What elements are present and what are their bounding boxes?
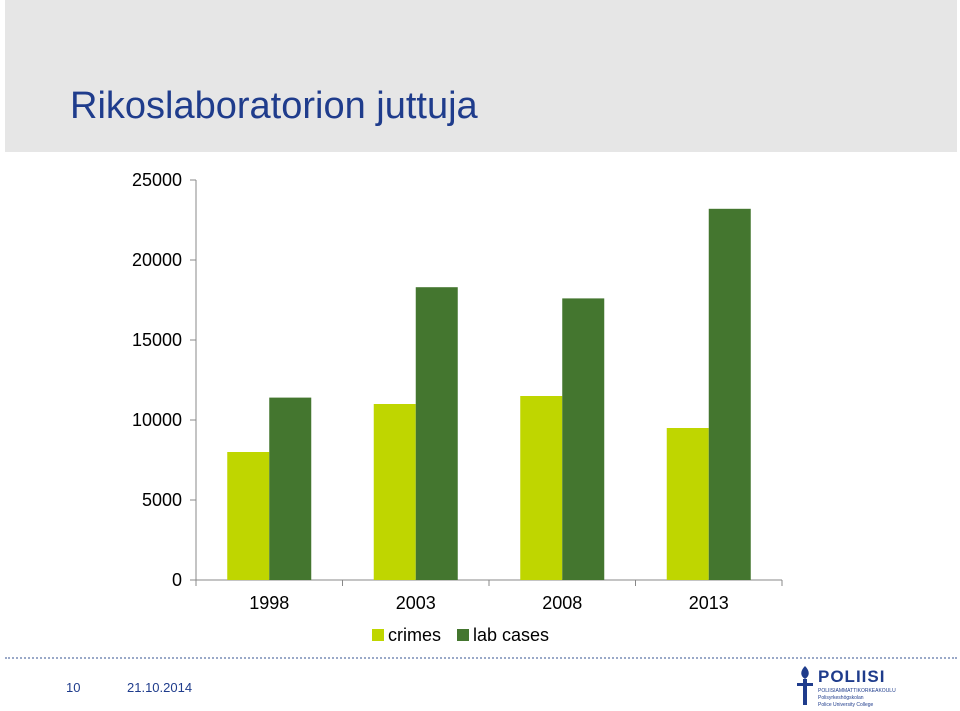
x-tick-label: 1998 xyxy=(249,593,289,613)
y-tick-label: 20000 xyxy=(132,250,182,270)
y-tick-label: 25000 xyxy=(132,170,182,190)
chart-legend: crimes lab cases xyxy=(372,624,565,646)
bar-crimes-1998 xyxy=(227,452,270,580)
bar-crimes-2008 xyxy=(520,396,563,580)
legend-item-lab-cases: lab cases xyxy=(457,625,549,646)
y-tick-label: 0 xyxy=(172,570,182,590)
legend-swatch-crimes xyxy=(372,629,384,641)
logo-line-3: Police University College xyxy=(818,702,874,708)
logo-wordmark: POLIISI xyxy=(818,667,886,686)
bar-lab-cases-2008 xyxy=(562,298,605,580)
title-banner xyxy=(5,0,957,152)
x-tick-label: 2008 xyxy=(542,593,582,613)
footer-divider xyxy=(5,657,957,659)
y-tick-label: 10000 xyxy=(132,410,182,430)
bar-crimes-2003 xyxy=(373,404,416,580)
legend-label-lab-cases: lab cases xyxy=(473,624,550,645)
poliisi-logo: POLIISI POLIISIAMMATTIKORKEAKOULU Polisy… xyxy=(794,665,904,709)
footer-date: 21.10.2014 xyxy=(127,680,193,695)
bar-crimes-2013 xyxy=(666,428,709,580)
legend-label-crimes: crimes xyxy=(388,624,441,645)
bar-lab-cases-2003 xyxy=(415,287,458,580)
logo-line-1: POLIISIAMMATTIKORKEAKOULU xyxy=(818,688,896,694)
x-tick-label: 2003 xyxy=(396,593,436,613)
legend-item-crimes: crimes xyxy=(372,625,441,646)
bar-lab-cases-1998 xyxy=(269,397,312,580)
page-number: 10 xyxy=(66,680,81,695)
bar-lab-cases-2013 xyxy=(708,208,751,581)
torch-emblem-icon xyxy=(797,666,813,705)
slide-title: Rikoslaboratorion juttuja xyxy=(70,85,478,127)
y-tick-label: 5000 xyxy=(142,490,182,510)
legend-swatch-lab-cases xyxy=(457,629,469,641)
y-tick-label: 15000 xyxy=(132,330,182,350)
logo-line-2: Polisyrkeshögskolan xyxy=(818,695,864,701)
x-tick-label: 2013 xyxy=(689,593,729,613)
